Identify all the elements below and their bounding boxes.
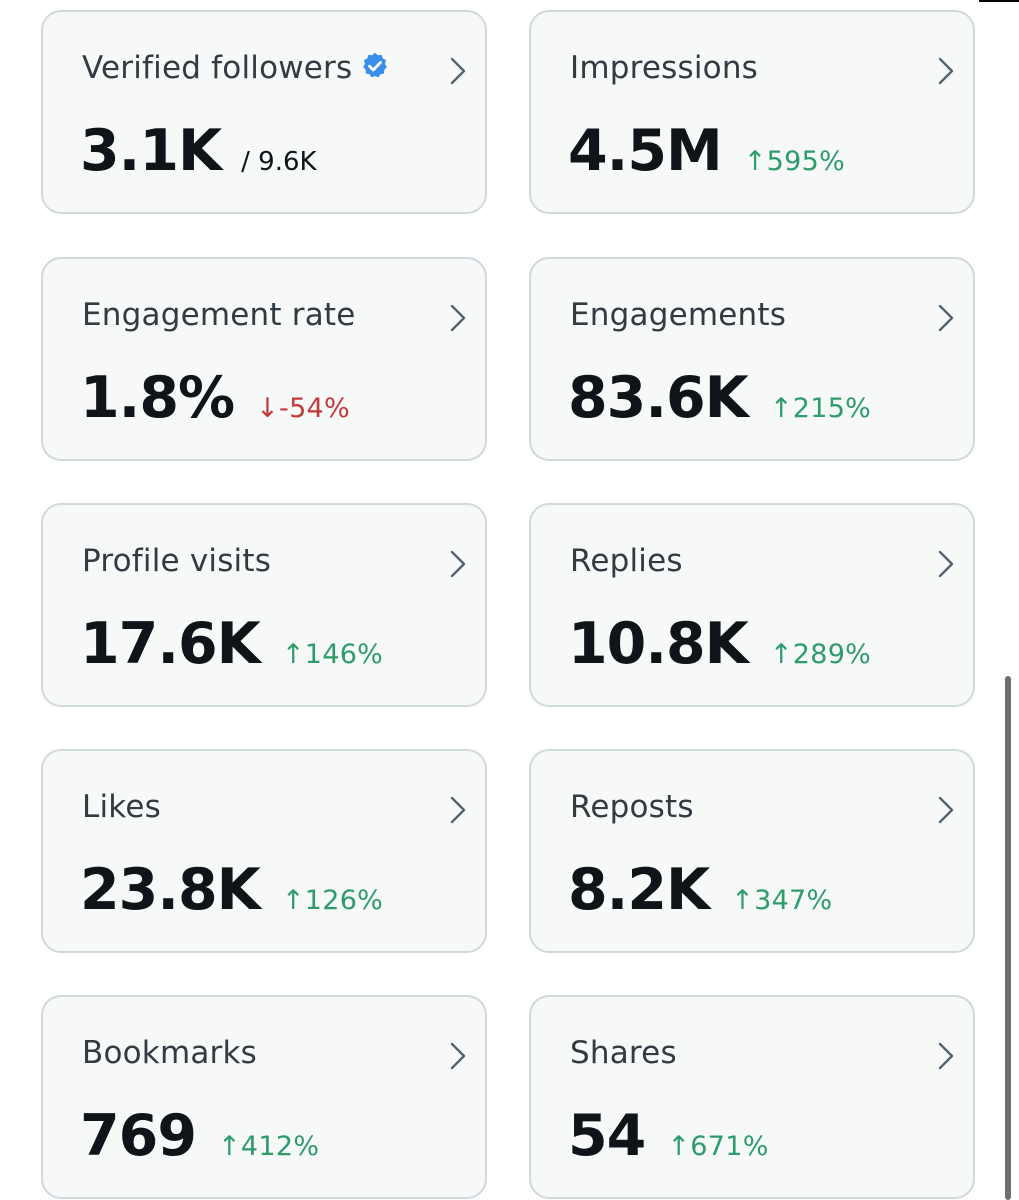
arrow-down-icon: ↓ bbox=[256, 393, 280, 424]
chevron-right-icon bbox=[937, 303, 955, 337]
metric-change: ↑347% bbox=[731, 885, 833, 916]
chevron-right-icon bbox=[937, 1041, 955, 1075]
card-label: Impressions bbox=[570, 50, 759, 86]
card-label: Shares bbox=[570, 1035, 677, 1071]
metric-change: ↑215% bbox=[769, 393, 872, 424]
metric-value: 23.8K bbox=[80, 857, 261, 923]
chevron-right-icon bbox=[937, 795, 955, 829]
chevron-right-icon bbox=[937, 56, 955, 90]
card-verified-followers[interactable]: Verified followers 3.1K / 9.6K bbox=[41, 10, 487, 214]
metric-value: 83.6K bbox=[568, 365, 749, 431]
metric-change: ↓-54% bbox=[256, 393, 350, 424]
card-engagement-rate[interactable]: Engagement rate 1.8% ↓-54% bbox=[41, 257, 487, 461]
card-engagements[interactable]: Engagements 83.6K ↑215% bbox=[529, 257, 975, 461]
arrow-up-icon: ↑ bbox=[769, 393, 793, 424]
card-shares[interactable]: Shares 54 ↑671% bbox=[529, 995, 975, 1199]
metric-value: 3.1K bbox=[80, 118, 222, 184]
metric-value: 1.8% bbox=[80, 365, 235, 431]
arrow-up-icon: ↑ bbox=[281, 639, 305, 670]
card-impressions[interactable]: Impressions 4.5M ↑595% bbox=[529, 10, 975, 214]
metric-change: ↑412% bbox=[217, 1131, 320, 1162]
card-label: Bookmarks bbox=[82, 1035, 257, 1071]
metric-change: ↑671% bbox=[667, 1131, 769, 1162]
card-replies[interactable]: Replies 10.8K ↑289% bbox=[529, 503, 975, 707]
verified-badge-icon bbox=[360, 51, 390, 89]
card-label: Engagements bbox=[570, 297, 787, 333]
card-label: Verified followers bbox=[82, 50, 390, 89]
chevron-right-icon bbox=[937, 549, 955, 583]
metric-value: 54 bbox=[568, 1103, 646, 1169]
arrow-up-icon: ↑ bbox=[769, 639, 793, 670]
card-label: Likes bbox=[82, 789, 161, 825]
arrow-up-icon: ↑ bbox=[281, 885, 305, 916]
card-bookmarks[interactable]: Bookmarks 769 ↑412% bbox=[41, 995, 487, 1199]
metric-total: / 9.6K bbox=[241, 147, 317, 177]
card-reposts[interactable]: Reposts 8.2K ↑347% bbox=[529, 749, 975, 953]
metric-value: 8.2K bbox=[568, 857, 710, 923]
metric-change: ↑289% bbox=[769, 639, 872, 670]
card-label: Reposts bbox=[570, 789, 694, 825]
card-label: Engagement rate bbox=[82, 297, 356, 333]
arrow-up-icon: ↑ bbox=[667, 1131, 691, 1162]
chevron-right-icon bbox=[449, 56, 467, 90]
top-divider bbox=[979, 0, 1019, 2]
arrow-up-icon: ↑ bbox=[743, 146, 767, 177]
card-label: Profile visits bbox=[82, 543, 272, 579]
metric-value: 769 bbox=[80, 1103, 197, 1169]
arrow-up-icon: ↑ bbox=[731, 885, 755, 916]
metric-value: 10.8K bbox=[568, 611, 749, 677]
scrollbar-thumb[interactable] bbox=[1005, 676, 1011, 1200]
arrow-up-icon: ↑ bbox=[217, 1131, 241, 1162]
chevron-right-icon bbox=[449, 795, 467, 829]
card-likes[interactable]: Likes 23.8K ↑126% bbox=[41, 749, 487, 953]
metric-change: ↑595% bbox=[743, 146, 846, 177]
metric-value: 4.5M bbox=[568, 118, 723, 184]
chevron-right-icon bbox=[449, 1041, 467, 1075]
chevron-right-icon bbox=[449, 549, 467, 583]
card-label: Replies bbox=[570, 543, 683, 579]
card-profile-visits[interactable]: Profile visits 17.6K ↑146% bbox=[41, 503, 487, 707]
chevron-right-icon bbox=[449, 303, 467, 337]
metric-value: 17.6K bbox=[80, 611, 261, 677]
metric-change: ↑146% bbox=[281, 639, 384, 670]
metric-change: ↑126% bbox=[281, 885, 384, 916]
